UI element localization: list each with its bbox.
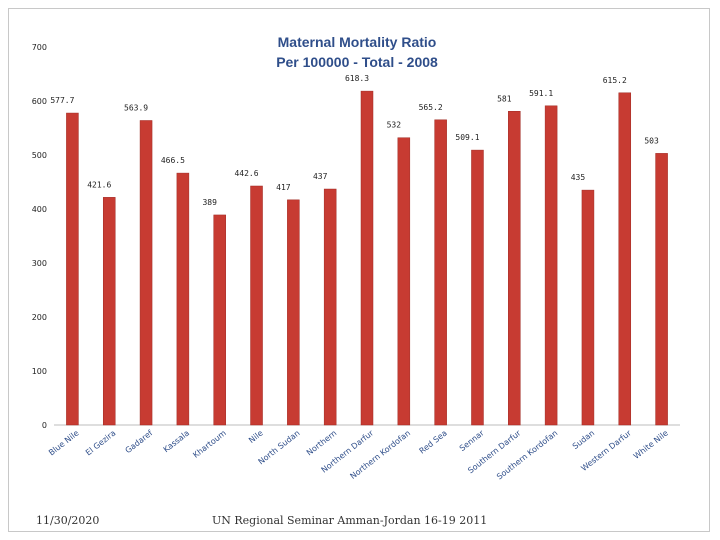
footer-date: 11/30/2020 [36,514,100,527]
bar [544,105,558,426]
bar-data-label: 389 [202,198,217,207]
x-category-label: Southern Kordofan [495,428,559,481]
bar-data-label: 618.3 [345,74,369,83]
y-tick-label: 300 [32,259,47,268]
x-category-label: Northern Kordofan [348,428,412,480]
footer-title: UN Regional Seminar Amman-Jordan 16-19 2… [212,514,488,527]
bar [471,149,484,426]
bar-data-label: 437 [313,172,328,181]
y-tick-label: 700 [32,43,47,52]
bar-data-label: 442.6 [234,169,258,178]
x-category-label: Kassala [162,428,192,454]
bar-data-label: 509.1 [455,133,479,142]
bar [102,197,116,426]
bar-data-label: 503 [644,136,659,145]
slide-frame [8,8,710,532]
y-tick-label: 0 [42,421,47,430]
y-tick-label: 200 [32,313,47,322]
y-tick-label: 500 [32,151,47,160]
bar [581,189,595,426]
bar [250,185,263,426]
x-category-label: Sudan [571,428,596,451]
bar [397,137,411,426]
y-tick-label: 600 [32,97,47,106]
y-tick-label: 400 [32,205,47,214]
x-category-label: Nile [247,428,265,445]
x-category-label: Blue Nile [47,428,81,457]
bars [66,90,668,426]
bar [213,214,226,426]
chart-title-line2: Per 100000 - Total - 2008 [276,54,438,70]
x-category-label: El Gezira [84,428,118,457]
bar-data-label: 563.9 [124,103,148,112]
bar [360,90,374,426]
chart-title-line1: Maternal Mortality Ratio [278,34,437,50]
bar-data-label: 417 [276,183,291,192]
bar-data-label: 421.6 [87,180,111,189]
x-category-label: Northern [305,428,339,457]
x-category-label: Gadaref [124,428,155,455]
bar [618,92,632,426]
bar [287,199,300,426]
bar [434,119,447,426]
x-category-label: Sennar [458,428,486,453]
x-category-label: Khartoum [191,428,228,459]
bar-data-label: 581 [497,94,512,103]
bar [176,172,190,426]
bar-data-label: 591.1 [529,89,553,98]
bar [66,112,79,426]
x-category-label: Red Sea [418,428,449,455]
bar-data-label: 466.5 [161,156,185,165]
x-axis-labels: Blue Nile El Gezira Gadaref Kassala Khartoum… [47,428,670,481]
bar [508,111,521,426]
bar-data-label: 577.7 [50,96,74,105]
bar-data-label: 532 [387,121,402,130]
bar-data-label: 615.2 [603,76,627,85]
bar [323,188,337,426]
bar-data-labels: 577.7 421.6 563.9 466.5 389 442.6 417 437 618.3 5… [50,74,659,207]
bar-data-label: 435 [571,173,586,182]
bar-data-label: 565.2 [419,103,443,112]
y-tick-label: 100 [32,367,47,376]
bar [139,120,153,426]
x-category-label: White Nile [632,428,670,460]
bar [655,153,668,426]
